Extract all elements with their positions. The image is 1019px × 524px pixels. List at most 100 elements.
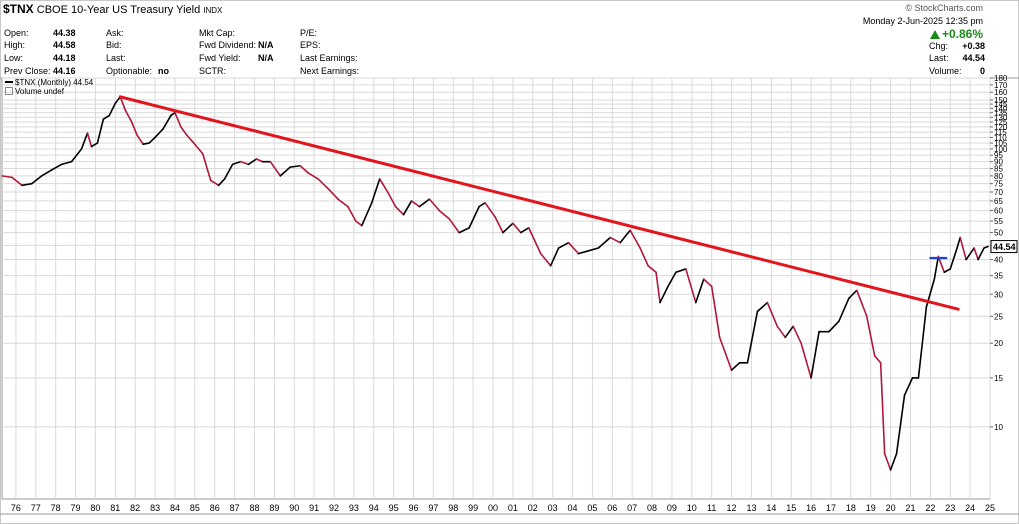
series-segment	[903, 377, 914, 396]
x-tick-label: 07	[627, 503, 637, 513]
chart-title: $TNX CBOE 10-Year US Treasury Yield INDX	[3, 2, 222, 16]
x-tick-label: 99	[468, 503, 478, 513]
x-tick-label: 14	[766, 503, 776, 513]
volume-swatch	[5, 87, 13, 95]
annotations: 44.54	[118, 95, 1018, 311]
series-segment	[784, 325, 794, 339]
series-segment	[609, 236, 622, 244]
x-tick-label: 89	[269, 503, 279, 513]
y-tick-label: 170	[994, 81, 1008, 90]
x-tick-label: 11	[707, 503, 716, 513]
y-tick-label: 20	[994, 339, 1003, 348]
legend-volume: Volume undef	[5, 87, 93, 96]
series-segment	[80, 132, 89, 150]
series-segment	[119, 96, 127, 111]
x-tick-label: 24	[965, 503, 975, 513]
x-tick-label: 01	[508, 503, 518, 513]
series-segment	[40, 169, 53, 177]
series-segment	[50, 163, 63, 171]
series-segment	[289, 164, 301, 168]
legend-series-label: $TNX (Monthly) 44.54	[15, 78, 94, 87]
x-tick-label: 13	[746, 503, 756, 513]
series-segment	[539, 252, 552, 267]
symbol: $TNX	[3, 2, 34, 16]
y-tick-label: 145	[994, 100, 1008, 109]
y-tick-label: 105	[994, 139, 1008, 148]
series-segment	[130, 120, 138, 137]
y-tick-label: 15	[994, 374, 1003, 383]
x-tick-label: 90	[289, 503, 299, 513]
series-segment	[11, 176, 23, 187]
series-segment	[148, 136, 156, 144]
x-tick-label: 81	[110, 503, 120, 513]
series-segment	[718, 336, 733, 371]
series-segment	[478, 202, 486, 208]
chg-value: +0.38	[962, 41, 985, 51]
series-segment	[378, 178, 389, 193]
series-segment	[685, 268, 697, 304]
series-segment	[347, 205, 357, 222]
exchange: INDX	[203, 6, 223, 15]
series-segment	[702, 278, 713, 288]
pct-change-value: +0.86%	[941, 27, 983, 41]
series-segment	[639, 247, 649, 267]
series-segment	[710, 285, 721, 339]
y-tick-label: 90	[994, 158, 1003, 167]
x-tick-label: 23	[945, 503, 955, 513]
y-tick-label: 110	[994, 133, 1007, 142]
security-name: CBOE 10-Year US Treasury Yield	[36, 4, 201, 16]
y-tick-label: 95	[994, 151, 1003, 160]
series-segment	[587, 247, 600, 252]
series-segment	[136, 134, 144, 146]
last-label: Last:	[106, 53, 126, 63]
series-segment	[307, 172, 319, 180]
series-segment	[337, 198, 349, 208]
y-tick-label: 35	[994, 272, 1003, 281]
series-segment	[879, 362, 886, 455]
y-tick-label: 80	[994, 172, 1003, 181]
last-value-label: 44.54	[993, 242, 1016, 252]
series-segment	[279, 166, 292, 177]
series-segment	[528, 227, 542, 255]
series-segment	[502, 222, 514, 234]
series-segment	[756, 301, 769, 313]
brand-watermark: © StockCharts.com	[905, 3, 983, 13]
series-segment	[70, 148, 83, 163]
series-segment	[410, 200, 421, 208]
series-segment	[299, 164, 309, 174]
series-segment	[647, 264, 657, 274]
series-segment	[154, 128, 164, 139]
series-segment	[659, 285, 669, 304]
x-tick-label: 20	[886, 503, 896, 513]
series-segment	[949, 250, 958, 270]
series-segment	[102, 114, 111, 120]
series-segment	[468, 205, 480, 229]
series-segment	[269, 160, 282, 177]
y-tick-label: 160	[994, 88, 1008, 97]
x-tick-label: 86	[210, 503, 220, 513]
series-segment	[317, 178, 329, 190]
x-tick-label: 76	[11, 503, 21, 513]
series-segment	[86, 132, 93, 148]
series-segment	[512, 222, 522, 234]
x-tick-label: 80	[90, 503, 100, 513]
x-tick-label: 16	[806, 503, 816, 513]
series-segment	[549, 247, 560, 267]
series-segment	[983, 245, 989, 249]
sctr-label: SCTR:	[199, 66, 226, 76]
quote-datetime: Monday 2-Jun-2025 12:35 pm	[862, 16, 983, 26]
series-segment	[873, 355, 882, 364]
open-label: Open:	[4, 28, 29, 38]
x-tick-label: 25	[985, 503, 995, 513]
series-segment	[667, 271, 677, 288]
legend-volume-label: Volume undef	[15, 87, 64, 96]
y-tick-label: 40	[994, 256, 1003, 265]
fwd-yield-label: Fwd Yield:	[199, 53, 241, 63]
series-segment	[239, 160, 250, 166]
x-tick-label: 00	[488, 503, 498, 513]
chart-legend: $TNX (Monthly) 44.54 Volume undef	[5, 78, 93, 96]
series-segment	[838, 297, 850, 322]
x-tick-label: 02	[528, 503, 538, 513]
x-tick-label: 12	[727, 503, 737, 513]
